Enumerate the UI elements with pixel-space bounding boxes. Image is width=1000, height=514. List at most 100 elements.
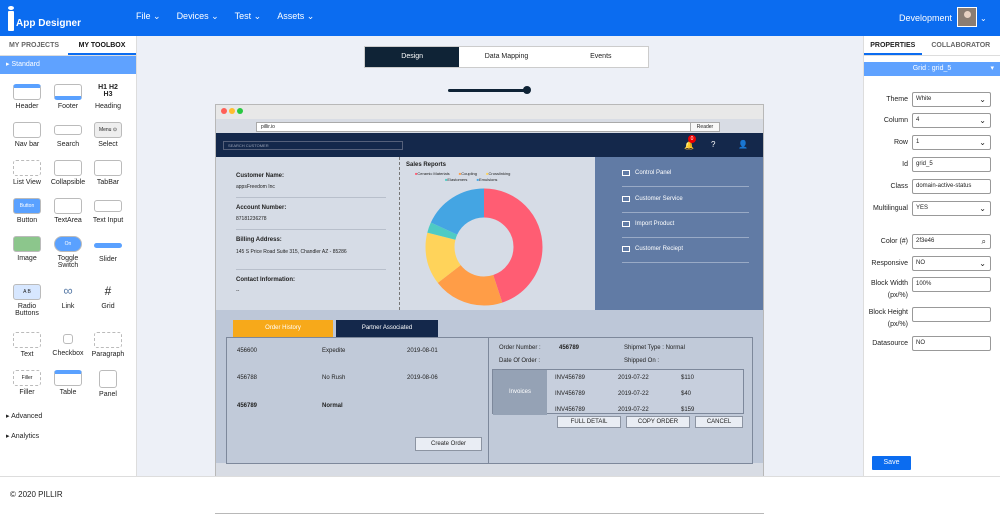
tool-heading[interactable]: H1 H2 H3 Heading bbox=[88, 84, 128, 110]
tool-select[interactable]: Menu ⊙ Select bbox=[88, 122, 128, 148]
left-tabs: MY PROJECTS MY TOOLBOX bbox=[0, 36, 136, 56]
tool-filler[interactable]: Filler Filler bbox=[7, 370, 47, 396]
invoice-table: Invoices INV456789 2019-07-22 $110 INV45… bbox=[492, 369, 744, 415]
grid-icon: # bbox=[94, 284, 122, 300]
design-canvas: Design Data Mapping Events pillir.io Rea… bbox=[137, 36, 863, 514]
multilingual-select[interactable]: YES ⌄ bbox=[912, 201, 991, 216]
tab-order-history[interactable]: Order History bbox=[233, 320, 333, 337]
customer-pane: Customer Name: appsFreedom Inc Account N… bbox=[216, 157, 400, 310]
row-label: Row bbox=[893, 139, 908, 146]
tab-my-toolbox[interactable]: MY TOOLBOX bbox=[68, 36, 136, 55]
row-select[interactable]: 1 ⌄ bbox=[912, 135, 991, 150]
panel-icon bbox=[99, 370, 117, 388]
tab-data-mapping[interactable]: Data Mapping bbox=[484, 53, 529, 60]
minimize-icon[interactable] bbox=[229, 108, 235, 114]
cancel-button[interactable]: CANCEL bbox=[695, 416, 743, 428]
maximize-icon[interactable] bbox=[237, 108, 243, 114]
customer-service-icon bbox=[622, 196, 630, 202]
tool-radio-buttons[interactable]: A B Radio Buttons bbox=[7, 284, 47, 317]
column-select[interactable]: 4 ⌄ bbox=[912, 113, 991, 128]
help-icon[interactable]: ? bbox=[711, 140, 716, 149]
tab-partner-associated[interactable]: Partner Associated bbox=[336, 320, 438, 337]
tool-button[interactable]: Button Button bbox=[7, 198, 47, 224]
tool-search[interactable]: Search bbox=[48, 122, 88, 148]
tab-properties[interactable]: PROPERTIES bbox=[864, 36, 922, 55]
close-icon[interactable] bbox=[221, 108, 227, 114]
tool-link[interactable]: ∞ Link bbox=[48, 284, 88, 310]
tab-my-projects[interactable]: MY PROJECTS bbox=[8, 42, 60, 49]
tab-design[interactable]: Design bbox=[365, 47, 460, 67]
tool-grid[interactable]: # Grid bbox=[88, 284, 128, 310]
legend-swatch: ■ bbox=[445, 177, 448, 182]
datasource-input[interactable]: NO bbox=[912, 336, 991, 351]
block-height-input[interactable] bbox=[912, 307, 991, 322]
class-input[interactable]: domain-active-status bbox=[912, 179, 991, 194]
environment-label[interactable]: Development bbox=[899, 13, 953, 23]
menu-customer-receipt[interactable]: Customer Reciept bbox=[635, 246, 684, 252]
menu-customer-service[interactable]: Customer Service bbox=[635, 196, 683, 202]
tool-label: Slider bbox=[99, 256, 117, 263]
menu-file[interactable]: File ⌄ bbox=[136, 11, 161, 21]
block-width-input[interactable]: 100% bbox=[912, 277, 991, 292]
tool-label: Checkbox bbox=[52, 350, 84, 357]
tool-toggle-switch[interactable]: On Toggle Switch bbox=[48, 236, 88, 269]
save-button[interactable]: Save bbox=[872, 456, 911, 470]
selected-component: Grid : grid_5 bbox=[912, 65, 952, 72]
search-icon[interactable]: ⌕ bbox=[981, 237, 986, 246]
tool-list-view[interactable]: List View bbox=[7, 160, 47, 186]
tool-panel[interactable]: Panel bbox=[88, 370, 128, 398]
tool-table[interactable]: Table bbox=[48, 370, 88, 396]
legend-label: Crosslinking bbox=[488, 171, 511, 176]
theme-select[interactable]: White ⌄ bbox=[912, 92, 991, 107]
color-label: Color (#) bbox=[880, 238, 908, 245]
customer-receipt-icon bbox=[622, 246, 630, 252]
selected-component-header[interactable]: Grid : grid_5 ▾ bbox=[864, 62, 1000, 76]
tool-slider[interactable]: Slider bbox=[88, 236, 128, 263]
billing-value: 145 S Price Road Suite 315, Chandler AZ … bbox=[236, 249, 347, 255]
tool-header[interactable]: Header bbox=[7, 84, 47, 110]
tool-paragraph[interactable]: Paragraph bbox=[88, 332, 128, 358]
tool-footer[interactable]: Footer bbox=[48, 84, 88, 110]
tool-image[interactable]: Image bbox=[7, 236, 47, 262]
zoom-slider[interactable] bbox=[448, 86, 531, 94]
button-icon: Button bbox=[13, 198, 41, 214]
tool-text[interactable]: Text bbox=[7, 332, 47, 358]
invoice-date: 2019-07-22 bbox=[618, 375, 649, 381]
tool-collapsible[interactable]: Collapsible bbox=[48, 160, 88, 186]
search-customer-input[interactable]: SEARCH CUSTOMER bbox=[223, 141, 403, 150]
chevron-down-icon[interactable]: ⌄ bbox=[980, 14, 987, 23]
analytics-section[interactable]: ▸ Analytics bbox=[6, 433, 40, 440]
advanced-section[interactable]: ▸ Advanced bbox=[6, 413, 43, 420]
menu-import-product[interactable]: Import Product bbox=[635, 221, 675, 227]
address-bar[interactable]: pillir.io bbox=[256, 122, 692, 132]
legend-label: Elastomers bbox=[447, 177, 468, 182]
avatar[interactable] bbox=[957, 7, 977, 27]
user-icon[interactable]: 👤 bbox=[738, 140, 748, 149]
order-number: 456789 bbox=[559, 345, 580, 351]
tool-text-input[interactable]: Text Input bbox=[88, 198, 128, 224]
color-input[interactable]: 2f3e46 ⌕ bbox=[912, 234, 991, 249]
tool-checkbox[interactable]: Checkbox bbox=[48, 332, 88, 357]
bell-icon[interactable]: 🔔 bbox=[684, 141, 694, 150]
tool-textarea[interactable]: TextArea bbox=[48, 198, 88, 224]
standard-section[interactable]: ▸ Standard bbox=[0, 56, 136, 74]
id-input[interactable]: grid_5 bbox=[912, 157, 991, 172]
tool-label: Heading bbox=[94, 103, 122, 110]
date-of-order: Date Of Order : bbox=[499, 358, 541, 364]
copy-order-button[interactable]: COPY ORDER bbox=[626, 416, 690, 428]
tab-collaborator[interactable]: COLLABORATOR bbox=[931, 42, 991, 49]
reader-button[interactable]: Reader bbox=[690, 122, 720, 132]
menu-control-panel[interactable]: Control Panel bbox=[635, 170, 672, 176]
full-detail-button[interactable]: FULL DETAIL bbox=[557, 416, 621, 428]
tool-nav-bar[interactable]: Nav bar bbox=[7, 122, 47, 148]
toggle-icon: On bbox=[54, 236, 82, 252]
tool-label: TextArea bbox=[54, 217, 82, 224]
tool-tabbar[interactable]: TabBar bbox=[88, 160, 128, 186]
create-order-button[interactable]: Create Order bbox=[415, 437, 482, 451]
menu-test[interactable]: Test ⌄ bbox=[234, 11, 262, 21]
responsive-label: Responsive bbox=[871, 260, 908, 267]
responsive-select[interactable]: NO ⌄ bbox=[912, 256, 991, 271]
tab-events[interactable]: Events bbox=[590, 53, 612, 60]
menu-assets[interactable]: Assets ⌄ bbox=[277, 11, 315, 21]
menu-devices[interactable]: Devices ⌄ bbox=[176, 11, 219, 21]
